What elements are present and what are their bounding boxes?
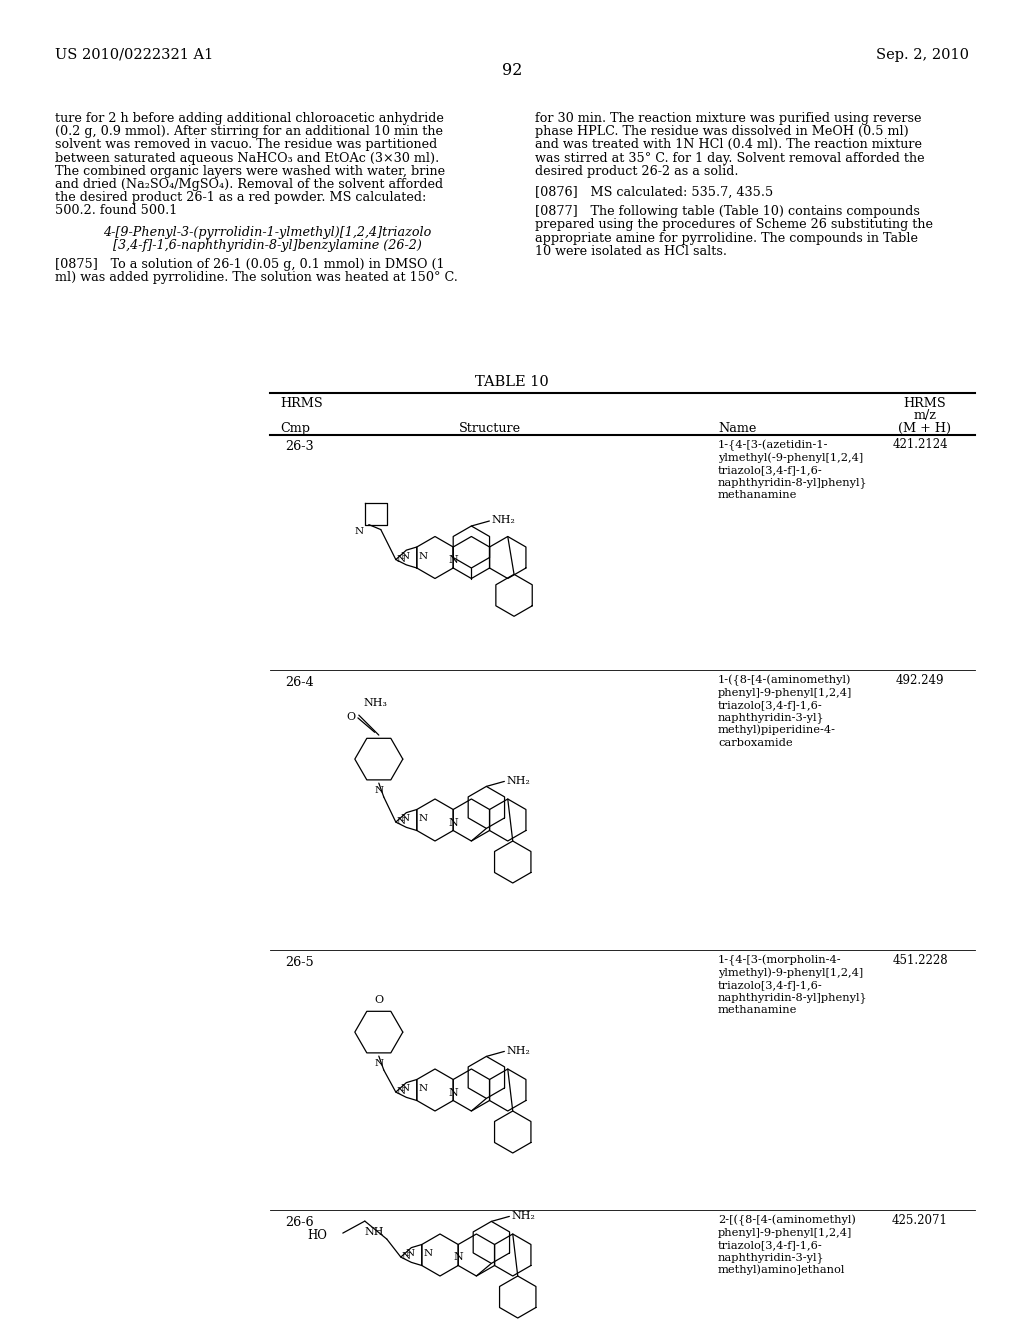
Text: N: N xyxy=(454,1253,463,1262)
Text: prepared using the procedures of Scheme 26 substituting the: prepared using the procedures of Scheme … xyxy=(535,218,933,231)
Text: N: N xyxy=(354,527,364,536)
Text: m/z: m/z xyxy=(913,409,937,422)
Text: NH₂: NH₂ xyxy=(492,515,515,525)
Text: N: N xyxy=(419,1084,428,1093)
Text: N: N xyxy=(374,787,383,795)
Text: appropriate amine for pyrrolidine. The compounds in Table: appropriate amine for pyrrolidine. The c… xyxy=(535,231,918,244)
Text: ture for 2 h before adding additional chloroacetic anhydride: ture for 2 h before adding additional ch… xyxy=(55,112,443,125)
Text: methyl)piperidine-4-: methyl)piperidine-4- xyxy=(718,725,836,735)
Text: 10 were isolated as HCl salts.: 10 were isolated as HCl salts. xyxy=(535,244,727,257)
Text: 1-({8-[4-(aminomethyl): 1-({8-[4-(aminomethyl) xyxy=(718,675,852,685)
Text: 451.2228: 451.2228 xyxy=(892,953,948,966)
Text: naphthyridin-3-yl}: naphthyridin-3-yl} xyxy=(718,711,824,723)
Text: NH₃: NH₃ xyxy=(364,698,388,708)
Text: (M + H): (M + H) xyxy=(898,422,951,436)
Text: 26-3: 26-3 xyxy=(285,441,313,454)
Text: The combined organic layers were washed with water, brine: The combined organic layers were washed … xyxy=(55,165,445,178)
Text: 492.249: 492.249 xyxy=(896,673,944,686)
Text: the desired product 26-1 as a red powder. MS calculated:: the desired product 26-1 as a red powder… xyxy=(55,191,426,205)
Text: naphthyridin-8-yl]phenyl}: naphthyridin-8-yl]phenyl} xyxy=(718,993,867,1003)
Text: phenyl]-9-phenyl[1,2,4]: phenyl]-9-phenyl[1,2,4] xyxy=(718,688,852,697)
Text: 4-[9-Phenyl-3-(pyrrolidin-1-ylmethyl)[1,2,4]triazolo: 4-[9-Phenyl-3-(pyrrolidin-1-ylmethyl)[1,… xyxy=(102,226,431,239)
Text: [0875]  To a solution of 26-1 (0.05 g, 0.1 mmol) in DMSO (1: [0875] To a solution of 26-1 (0.05 g, 0.… xyxy=(55,257,444,271)
Text: 2-[({8-[4-(aminomethyl): 2-[({8-[4-(aminomethyl) xyxy=(718,1214,856,1226)
Text: N: N xyxy=(396,817,406,826)
Text: N: N xyxy=(406,1249,415,1258)
Text: HRMS: HRMS xyxy=(280,397,323,411)
Text: ylmethyl(-9-phenyl[1,2,4]: ylmethyl(-9-phenyl[1,2,4] xyxy=(718,453,863,463)
Text: carboxamide: carboxamide xyxy=(718,738,793,747)
Text: N: N xyxy=(401,1253,411,1262)
Text: 92: 92 xyxy=(502,62,522,79)
Text: N: N xyxy=(400,552,410,561)
Text: solvent was removed in vacuo. The residue was partitioned: solvent was removed in vacuo. The residu… xyxy=(55,139,437,152)
Text: NH₂: NH₂ xyxy=(507,1047,530,1056)
Text: N: N xyxy=(449,817,458,828)
Text: ylmethyl)-9-phenyl[1,2,4]: ylmethyl)-9-phenyl[1,2,4] xyxy=(718,968,863,978)
Text: naphthyridin-8-yl]phenyl}: naphthyridin-8-yl]phenyl} xyxy=(718,477,867,488)
Text: naphthyridin-3-yl}: naphthyridin-3-yl} xyxy=(718,1253,824,1263)
Text: 26-4: 26-4 xyxy=(285,676,313,689)
Text: triazolo[3,4-f]-1,6-: triazolo[3,4-f]-1,6- xyxy=(718,465,822,475)
Text: N: N xyxy=(400,1084,410,1093)
Text: N: N xyxy=(449,554,458,565)
Text: NH₂: NH₂ xyxy=(511,1212,536,1221)
Text: 425.2071: 425.2071 xyxy=(892,1213,948,1226)
Text: [3,4-f]-1,6-naphthyridin-8-yl]benzylamine (26-2): [3,4-f]-1,6-naphthyridin-8-yl]benzylamin… xyxy=(113,239,422,252)
Text: 1-{4-[3-(morpholin-4-: 1-{4-[3-(morpholin-4- xyxy=(718,954,842,966)
Text: Name: Name xyxy=(718,422,757,436)
Text: 421.2124: 421.2124 xyxy=(892,438,948,451)
Text: N: N xyxy=(419,552,428,561)
Text: Structure: Structure xyxy=(459,422,521,436)
Text: 26-5: 26-5 xyxy=(285,956,313,969)
Text: HRMS: HRMS xyxy=(904,397,946,411)
Text: methanamine: methanamine xyxy=(718,490,798,500)
Text: between saturated aqueous NaHCO₃ and EtOAc (3×30 ml).: between saturated aqueous NaHCO₃ and EtO… xyxy=(55,152,439,165)
Text: N: N xyxy=(449,1088,458,1097)
Text: N: N xyxy=(396,554,406,564)
Text: for 30 min. The reaction mixture was purified using reverse: for 30 min. The reaction mixture was pur… xyxy=(535,112,922,125)
Text: methyl)amino]ethanol: methyl)amino]ethanol xyxy=(718,1265,846,1275)
Text: ml) was added pyrrolidine. The solution was heated at 150° C.: ml) was added pyrrolidine. The solution … xyxy=(55,271,458,284)
Text: HO: HO xyxy=(307,1229,327,1242)
Text: was stirred at 35° C. for 1 day. Solvent removal afforded the: was stirred at 35° C. for 1 day. Solvent… xyxy=(535,152,925,165)
Text: methanamine: methanamine xyxy=(718,1005,798,1015)
Text: N: N xyxy=(396,1088,406,1097)
Text: [0877]  The following table (Table 10) contains compounds: [0877] The following table (Table 10) co… xyxy=(535,205,920,218)
Text: N: N xyxy=(400,814,410,824)
Text: N: N xyxy=(424,1249,433,1258)
Text: phase HPLC. The residue was dissolved in MeOH (0.5 ml): phase HPLC. The residue was dissolved in… xyxy=(535,125,908,139)
Text: triazolo[3,4-f]-1,6-: triazolo[3,4-f]-1,6- xyxy=(718,700,822,710)
Text: O: O xyxy=(347,711,356,722)
Text: [0876]  MS calculated: 535.7, 435.5: [0876] MS calculated: 535.7, 435.5 xyxy=(535,186,773,199)
Text: and dried (Na₂SO₄/MgSO₄). Removal of the solvent afforded: and dried (Na₂SO₄/MgSO₄). Removal of the… xyxy=(55,178,443,191)
Text: 1-{4-[3-(azetidin-1-: 1-{4-[3-(azetidin-1- xyxy=(718,440,828,450)
Text: triazolo[3,4-f]-1,6-: triazolo[3,4-f]-1,6- xyxy=(718,1239,822,1250)
Text: NH₂: NH₂ xyxy=(507,776,530,787)
Text: and was treated with 1N HCl (0.4 ml). The reaction mixture: and was treated with 1N HCl (0.4 ml). Th… xyxy=(535,139,922,152)
Text: triazolo[3,4-f]-1,6-: triazolo[3,4-f]-1,6- xyxy=(718,979,822,990)
Text: O: O xyxy=(374,995,383,1005)
Text: phenyl]-9-phenyl[1,2,4]: phenyl]-9-phenyl[1,2,4] xyxy=(718,1228,852,1238)
Text: Cmp: Cmp xyxy=(280,422,310,436)
Text: TABLE 10: TABLE 10 xyxy=(475,375,549,389)
Text: US 2010/0222321 A1: US 2010/0222321 A1 xyxy=(55,48,213,62)
Text: (0.2 g, 0.9 mmol). After stirring for an additional 10 min the: (0.2 g, 0.9 mmol). After stirring for an… xyxy=(55,125,443,139)
Text: N: N xyxy=(419,814,428,824)
Text: N: N xyxy=(374,1059,383,1068)
Text: NH: NH xyxy=(365,1228,384,1237)
Text: 26-6: 26-6 xyxy=(285,1216,313,1229)
Text: desired product 26-2 as a solid.: desired product 26-2 as a solid. xyxy=(535,165,738,178)
Text: Sep. 2, 2010: Sep. 2, 2010 xyxy=(876,48,969,62)
Text: 500.2. found 500.1: 500.2. found 500.1 xyxy=(55,205,177,218)
